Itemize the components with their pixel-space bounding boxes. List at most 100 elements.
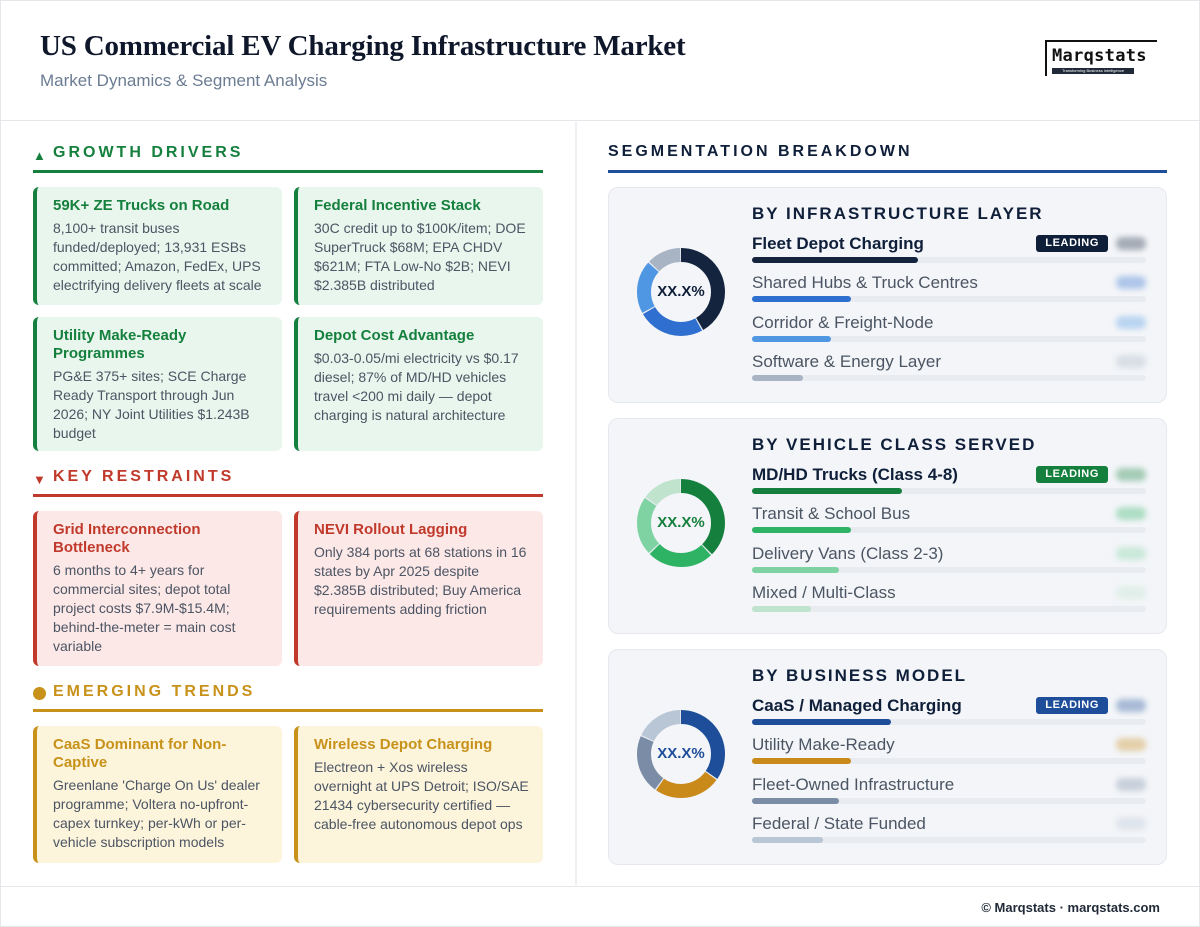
card-title: 59K+ ZE Trucks on Road: [53, 197, 230, 214]
card-title: NEVI Rollout Lagging: [314, 521, 468, 538]
donut-slice: [637, 479, 725, 567]
segment-bar-fill: [752, 375, 803, 381]
trend-card: Wireless Depot Charging Electreon + Xos …: [294, 726, 543, 863]
segment-bar-track: [752, 257, 1146, 263]
card-body: Greenlane 'Charge On Us' dealer programm…: [53, 777, 260, 850]
restraint-card: NEVI Rollout Lagging Only 384 ports at 6…: [294, 511, 543, 666]
segment-bar-fill: [752, 527, 851, 533]
panel-title: BY VEHICLE CLASS SERVED: [752, 435, 1037, 454]
donut-slice: [637, 248, 725, 336]
segment-bar-fill: [752, 567, 839, 573]
segment-panel: BY VEHICLE CLASS SERVED XX.X% MD/HD Trucks…: [608, 418, 1167, 634]
blurred-value: [1116, 547, 1146, 560]
segment-row: Transit & School Bus: [752, 504, 1146, 542]
blurred-value: [1116, 738, 1146, 751]
card-title: Federal Incentive Stack: [314, 197, 481, 214]
card-body: $0.03-0.05/mi electricity vs $0.17 diese…: [314, 350, 519, 423]
growth-drivers-header: ▲ GROWTH DRIVERS: [33, 143, 543, 173]
segment-name: Shared Hubs & Truck Centres: [752, 273, 978, 292]
segment-bar-track: [752, 527, 1146, 533]
donut-chart: [637, 479, 725, 567]
segmentation-heading: SEGMENTATION BREAKDOWN: [608, 143, 913, 160]
segment-bar-fill: [752, 719, 891, 725]
segment-row: Mixed / Multi-Class: [752, 583, 1146, 621]
segment-name: Corridor & Freight-Node: [752, 313, 934, 332]
segment-name: Utility Make-Ready: [752, 735, 895, 754]
page-subtitle: Market Dynamics & Segment Analysis: [40, 71, 328, 90]
segment-name: Software & Energy Layer: [752, 352, 941, 371]
segment-bar-track: [752, 758, 1146, 764]
card-title: Depot Cost Advantage: [314, 327, 475, 344]
segment-bar-track: [752, 375, 1146, 381]
blurred-value: [1116, 699, 1146, 712]
driver-card: 59K+ ZE Trucks on Road 8,100+ transit bu…: [33, 187, 282, 305]
blurred-value: [1116, 237, 1146, 250]
segment-row: CaaS / Managed Charging LEADING: [752, 696, 1146, 734]
header: US Commercial EV Charging Infrastructure…: [0, 0, 1200, 121]
driver-card: Utility Make-Ready Programmes PG&E 375+ …: [33, 317, 282, 451]
segment-name: Fleet-Owned Infrastructure: [752, 775, 955, 794]
emerging-trends-heading: EMERGING TRENDS: [53, 683, 256, 700]
driver-card: Federal Incentive Stack 30C credit up to…: [294, 187, 543, 305]
restraint-card: Grid Interconnection Bottleneck 6 months…: [33, 511, 282, 666]
segment-bar-track: [752, 798, 1146, 804]
section-rule: [33, 170, 543, 173]
card-title: Wireless Depot Charging: [314, 736, 493, 753]
segment-bar-track: [752, 719, 1146, 725]
card-body: 8,100+ transit buses funded/deployed; 13…: [53, 220, 262, 293]
card-body: 30C credit up to $100K/item; DOE SuperTr…: [314, 220, 526, 293]
donut-slice: [637, 710, 725, 798]
growth-drivers-heading: GROWTH DRIVERS: [53, 144, 244, 161]
panel-title: BY INFRASTRUCTURE LAYER: [752, 204, 1044, 223]
donut-slice: [637, 479, 725, 567]
triangle-up-icon: ▲: [33, 148, 46, 163]
segment-bar-track: [752, 488, 1146, 494]
card-title: Utility Make-Ready Programmes: [53, 327, 187, 362]
logo-tagline: Transforming Business Intelligence: [1052, 68, 1134, 74]
segment-row: Delivery Vans (Class 2-3): [752, 544, 1146, 582]
section-rule: [33, 494, 543, 497]
segment-row: Software & Energy Layer: [752, 352, 1146, 390]
segment-row: Utility Make-Ready: [752, 735, 1146, 773]
segment-row: Corridor & Freight-Node: [752, 313, 1146, 351]
segment-panel: BY INFRASTRUCTURE LAYER XX.X% Fleet Depot …: [608, 187, 1167, 403]
blurred-value: [1116, 355, 1146, 368]
logo-wordmark: Marqstats: [1052, 46, 1147, 66]
blurred-value: [1116, 817, 1146, 830]
card-title: Grid Interconnection Bottleneck: [53, 521, 201, 556]
segment-row: MD/HD Trucks (Class 4-8) LEADING: [752, 465, 1146, 503]
donut-slice: [637, 248, 725, 336]
segment-bar-track: [752, 336, 1146, 342]
segment-bar-track: [752, 567, 1146, 573]
segment-name: CaaS / Managed Charging: [752, 696, 962, 715]
blurred-value: [1116, 507, 1146, 520]
segment-bar-fill: [752, 257, 918, 263]
leading-badge: LEADING: [1036, 235, 1108, 252]
segment-bar-fill: [752, 488, 902, 494]
segment-row: Shared Hubs & Truck Centres: [752, 273, 1146, 311]
segmentation-rule: [608, 170, 1167, 173]
donut-chart: [637, 248, 725, 336]
segment-name: Delivery Vans (Class 2-3): [752, 544, 944, 563]
marqstats-logo: Marqstats Transforming Business Intellig…: [1045, 40, 1157, 76]
segment-bar-fill: [752, 606, 811, 612]
leading-badge: LEADING: [1036, 697, 1108, 714]
driver-card: Depot Cost Advantage $0.03-0.05/mi elect…: [294, 317, 543, 451]
segment-name: Fleet Depot Charging: [752, 234, 924, 253]
blurred-value: [1116, 778, 1146, 791]
column-divider: [575, 122, 577, 885]
segment-row: Fleet-Owned Infrastructure: [752, 775, 1146, 813]
donut-slice: [637, 479, 725, 567]
segment-bar-track: [752, 837, 1146, 843]
donut-chart: [637, 710, 725, 798]
blurred-value: [1116, 276, 1146, 289]
segment-bar-fill: [752, 798, 839, 804]
donut-center-label: XX.X%: [657, 514, 705, 531]
segment-bar-fill: [752, 837, 823, 843]
trend-card: CaaS Dominant for Non-Captive Greenlane …: [33, 726, 282, 863]
donut-center-label: XX.X%: [657, 283, 705, 300]
segment-row: Federal / State Funded: [752, 814, 1146, 852]
segment-bar-track: [752, 606, 1146, 612]
key-restraints-header: ▼ KEY RESTRAINTS: [33, 467, 543, 497]
panel-title: BY BUSINESS MODEL: [752, 666, 968, 685]
